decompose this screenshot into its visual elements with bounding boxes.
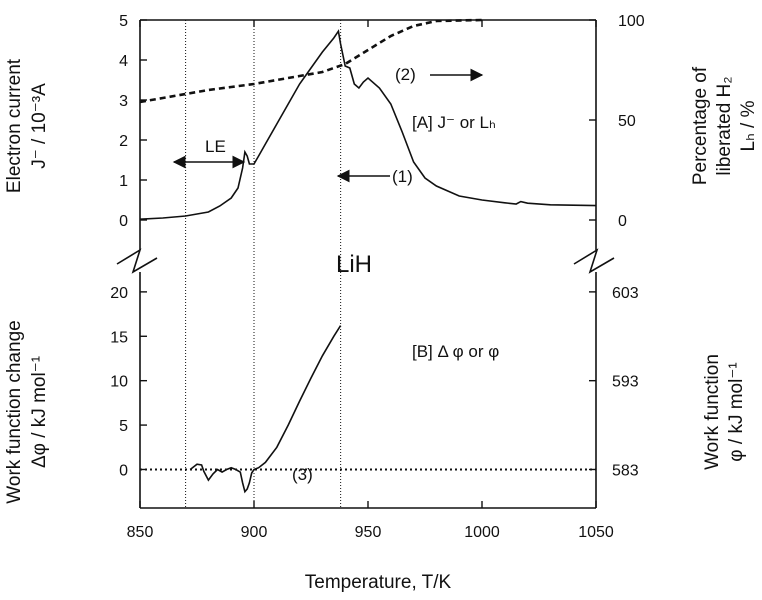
y-right-label-a-1: Percentage of [690,66,711,185]
y-right-label-b-2: φ / kJ mol⁻¹ [726,362,747,461]
ybr-tick-label-603: 603 [612,285,639,302]
y-left-label-a-1: Electron current [4,58,25,193]
le-label: LE [205,137,226,156]
y-left-label-b-2: Δφ / kJ mol⁻¹ [29,356,50,468]
ya-tick-label-2: 2 [119,133,128,150]
ya-tick-label-4: 4 [119,53,128,70]
label-1: (1) [392,167,413,186]
ya-tick-label-5: 5 [119,13,128,30]
x-axis-label: Temperature, T/K [305,572,452,593]
ybr-tick-label-583: 583 [612,462,639,479]
label-3: (3) [292,465,313,484]
ya-tick-label-3: 3 [119,93,128,110]
series-work-function-change [189,325,342,494]
yb-tick-label-15: 15 [110,329,128,346]
yar-tick-label-0: 0 [618,213,627,230]
y-right-label-a-2: liberated H₂ [714,76,735,175]
axis-break-left [116,248,158,274]
label-2: (2) [395,65,416,84]
yb-tick-label-20: 20 [110,285,128,302]
yar-tick-label-50: 50 [618,113,636,130]
axis-break-right [573,248,615,274]
axis-ticks: 850 900 950 1000 105001234505010005101520583… [110,13,645,541]
vertical-reference-lines [185,20,342,508]
x-tick-label-1050: 1050 [578,524,614,541]
ya-tick-label-1: 1 [119,173,128,190]
lih-label: LiH [336,251,372,278]
series-liberated-h2 [139,18,483,104]
series-electron-current [139,29,597,220]
yb-tick-label-10: 10 [110,374,128,391]
y-right-label-b-1: Work function [702,354,723,470]
panel-a-tag: [A] J⁻ or Lₕ [412,113,496,132]
yb-tick-label-0: 0 [119,462,128,479]
y-left-label-b-1: Work function change [4,320,25,503]
x-tick-label-1000: 1000 [464,524,500,541]
x-tick-label-900: 900 [241,524,268,541]
y-right-label-a-3: Lₕ / % [738,100,759,151]
panel-b-tag: [B] Δ φ or φ [412,342,499,361]
x-tick-label-950: 950 [355,524,382,541]
yar-tick-label-100: 100 [618,13,645,30]
ybr-tick-label-593: 593 [612,374,639,391]
ya-tick-label-0: 0 [119,213,128,230]
y-left-label-a-2: J⁻ / 10⁻³A [29,83,50,169]
yb-tick-label-5: 5 [119,418,128,435]
x-tick-label-850: 850 [127,524,154,541]
